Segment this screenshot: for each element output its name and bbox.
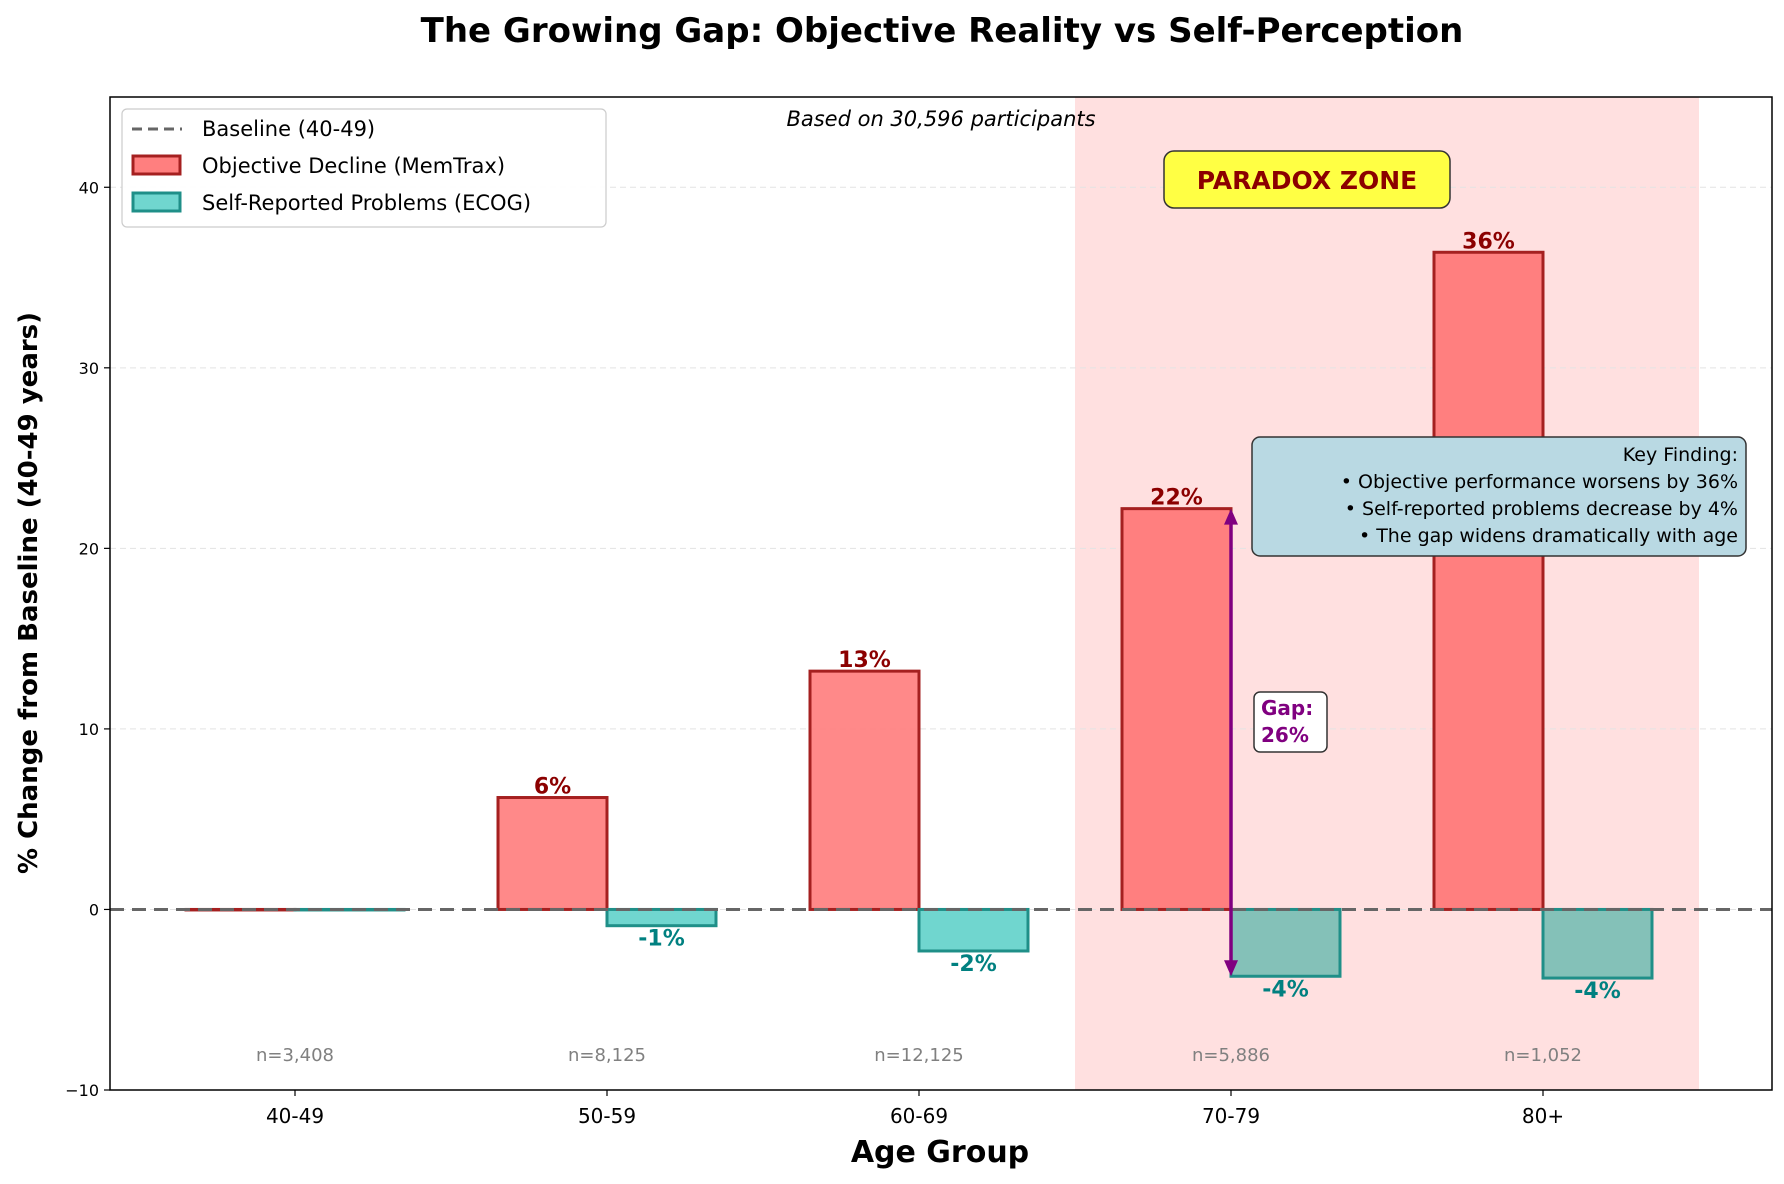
y-tick-label-30: 30 bbox=[79, 359, 99, 378]
objective-bar-3 bbox=[1120, 507, 1233, 911]
x-tick-label-1: 50-59 bbox=[578, 1104, 636, 1128]
self-report-bar-3 bbox=[1229, 907, 1342, 978]
x-tick-label-3: 70-79 bbox=[1202, 1104, 1260, 1128]
legend-self-report-label: Self-Reported Problems (ECOG) bbox=[202, 191, 531, 215]
sample-size-4: n=1,052 bbox=[1504, 1045, 1582, 1066]
gap-arrow-head-top bbox=[1224, 508, 1238, 525]
legend-self-report-swatch bbox=[131, 191, 182, 213]
objective-bar-1 bbox=[496, 796, 609, 911]
sample-size-labels: n=3,408 n=8,125 n=12,125 n=5,886 n=1,052 bbox=[256, 1045, 1582, 1066]
self-report-bar-4 bbox=[1541, 907, 1654, 980]
objective-value-label-1: 6% bbox=[534, 775, 571, 800]
objective-value-label-2: 13% bbox=[838, 648, 891, 673]
objective-value-label-3: 22% bbox=[1150, 486, 1203, 511]
y-axis-title: % Change from Baseline (40-49 years) bbox=[14, 312, 44, 874]
self-report-value-label-2: -2% bbox=[950, 952, 996, 977]
y-axis-ticks: −10 0 10 20 30 40 bbox=[65, 178, 110, 1100]
objective-bar-2 bbox=[808, 669, 921, 911]
key-finding-line-1: • Objective performance worsens by 36% bbox=[1341, 471, 1738, 493]
participants-note: Based on 30,596 participants bbox=[786, 107, 1095, 131]
x-tick-label-4: 80+ bbox=[1522, 1104, 1564, 1128]
y-tick-label-20: 20 bbox=[79, 539, 99, 558]
legend-objective-label: Objective Decline (MemTrax) bbox=[202, 154, 505, 178]
paradox-zone-text: PARADOX ZONE bbox=[1197, 166, 1417, 195]
y-tick-label-40: 40 bbox=[79, 178, 99, 197]
self-report-value-label-4: -4% bbox=[1574, 979, 1620, 1004]
x-axis-ticks: 40-49 50-59 60-69 70-79 80+ bbox=[266, 1090, 1564, 1128]
y-tick-label--10: −10 bbox=[65, 1081, 99, 1100]
gap-arrow bbox=[1224, 508, 1238, 977]
legend-baseline-label: Baseline (40-49) bbox=[202, 117, 375, 141]
y-tick-label-0: 0 bbox=[89, 900, 99, 919]
bars bbox=[184, 250, 1654, 980]
legend-box bbox=[121, 108, 607, 228]
gap-label-line2: 26% bbox=[1261, 723, 1309, 747]
gap-label-line1: Gap: bbox=[1261, 696, 1313, 720]
gap-label: Gap: 26% bbox=[1253, 691, 1328, 753]
bar-labels: 6% -1% 13% -2% 22% -4% 36% -4% bbox=[534, 229, 1621, 1004]
key-finding-line-3: • The gap widens dramatically with age bbox=[1359, 525, 1738, 547]
x-tick-label-2: 60-69 bbox=[890, 1104, 948, 1128]
sample-size-1: n=8,125 bbox=[568, 1045, 646, 1066]
self-report-bar-2 bbox=[917, 907, 1030, 953]
legend: Baseline (40-49) Objective Decline (MemT… bbox=[121, 108, 607, 228]
objective-value-label-4: 36% bbox=[1462, 229, 1515, 254]
legend-objective-swatch bbox=[131, 154, 182, 176]
gap-arrow-head-bottom bbox=[1224, 960, 1238, 977]
plot-frame bbox=[109, 96, 1773, 1091]
paradox-zone-label: PARADOX ZONE bbox=[1163, 150, 1451, 209]
chart-title: The Growing Gap: Objective Reality vs Se… bbox=[421, 11, 1464, 51]
key-finding-line-2: • Self-reported problems decrease by 4% bbox=[1345, 498, 1738, 520]
key-finding-line-0: Key Finding: bbox=[1623, 444, 1738, 466]
y-tick-label-10: 10 bbox=[79, 720, 99, 739]
x-axis-title: Age Group bbox=[851, 1135, 1029, 1170]
sample-size-3: n=5,886 bbox=[1192, 1045, 1270, 1066]
sample-size-2: n=12,125 bbox=[874, 1045, 963, 1066]
x-tick-label-0: 40-49 bbox=[266, 1104, 324, 1128]
self-report-bar-1 bbox=[605, 907, 718, 928]
objective-bar-4 bbox=[1432, 250, 1545, 911]
sample-size-0: n=3,408 bbox=[256, 1045, 334, 1066]
key-finding-box: Key Finding: • Objective performance wor… bbox=[1251, 436, 1747, 557]
self-report-value-label-1: -1% bbox=[638, 927, 684, 952]
self-report-value-label-3: -4% bbox=[1262, 977, 1308, 1002]
